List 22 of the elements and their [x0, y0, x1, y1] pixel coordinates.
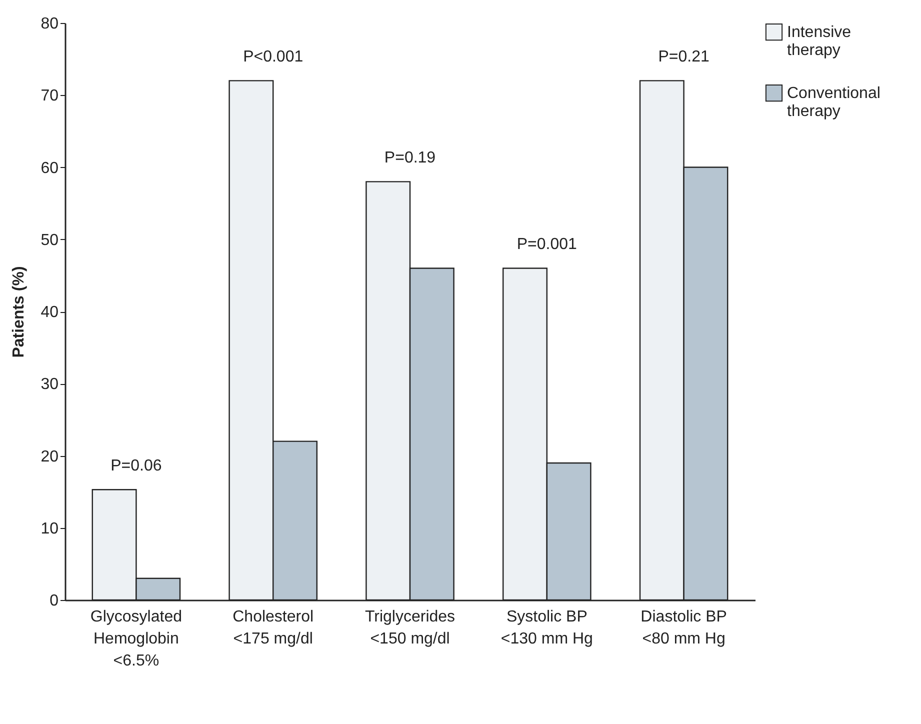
y-tick-label: 40 [40, 304, 59, 321]
y-tick-label: 0 [50, 592, 59, 610]
y-tick-label: 30 [40, 376, 59, 394]
x-tick-label: Diastolic BP <80 mm Hg [640, 608, 727, 648]
y-axis-title: Patients (%) [10, 266, 28, 358]
annotation: P<0.001 [243, 48, 304, 66]
y-tick-label: 10 [40, 520, 59, 538]
annotation: P=0.21 [658, 48, 710, 66]
annotation: P=0.001 [516, 236, 578, 254]
legend-label: Intensive therapy [787, 24, 852, 59]
x-tick-label: Glycosylated Hemoglobin <6.5% [90, 608, 182, 670]
annotation: P=0.06 [110, 458, 162, 475]
y-tick-label: 70 [40, 88, 59, 105]
y-tick-label: 80 [40, 16, 59, 32]
x-tick-label: Systolic BP <130 mm Hg [500, 608, 593, 648]
legend-label: Conventional therapy [787, 85, 880, 120]
annotation: P=0.19 [384, 150, 436, 167]
x-tick-label: Triglycerides <150 mg/dl [364, 608, 456, 648]
y-tick-label: 50 [40, 232, 59, 249]
y-tick-label: 20 [40, 448, 59, 466]
x-tick-label: Cholesterol <175 mg/dl [232, 608, 314, 648]
y-tick-label: 60 [40, 160, 59, 177]
